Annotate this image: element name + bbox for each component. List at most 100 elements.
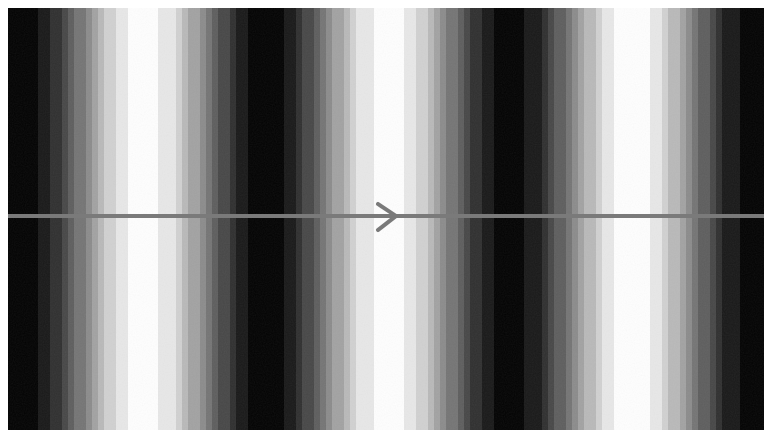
grating-band [464, 8, 471, 430]
grating-band [434, 8, 441, 430]
grating-band [518, 8, 525, 430]
grating-band [362, 8, 369, 430]
grating-band [344, 8, 351, 430]
grating-band [452, 8, 459, 430]
grating-band [164, 8, 171, 430]
grating-band [596, 8, 603, 430]
grating-band [650, 8, 657, 430]
grating-band [632, 8, 639, 430]
grating-band [440, 8, 447, 430]
grating-band [626, 8, 633, 430]
grating-band [410, 8, 417, 430]
grating-band [470, 8, 477, 430]
grating-band [428, 8, 435, 430]
grating-band [638, 8, 645, 430]
grating-band [104, 8, 111, 430]
chevron-right-icon [376, 202, 398, 232]
grating-band [302, 8, 309, 430]
grating-band [176, 8, 183, 430]
grating-band [542, 8, 549, 430]
grating-band [506, 8, 513, 430]
grating-band [512, 8, 519, 430]
grating-band [476, 8, 483, 430]
grating-band [152, 8, 159, 430]
grating-band [530, 8, 537, 430]
grating-band [236, 8, 243, 430]
grating-band [206, 8, 213, 430]
grating-band [314, 8, 321, 430]
grating-band [14, 8, 21, 430]
grating-band [182, 8, 189, 430]
grating-band [278, 8, 285, 430]
grating-band [116, 8, 123, 430]
grating-band [704, 8, 711, 430]
grating-band [230, 8, 237, 430]
grating-band [350, 8, 357, 430]
grating-band [134, 8, 141, 430]
grating-band [92, 8, 99, 430]
grating-band [26, 8, 33, 430]
grating-band [224, 8, 231, 430]
grating-band [380, 8, 387, 430]
grating-band [140, 8, 147, 430]
grating-band [338, 8, 345, 430]
grating-band [218, 8, 225, 430]
grating-band [614, 8, 621, 430]
grating-band [686, 8, 693, 430]
grating-band [494, 8, 501, 430]
grating-band [662, 8, 669, 430]
grating-band [242, 8, 249, 430]
grating-band [590, 8, 597, 430]
grating-band [200, 8, 207, 430]
grating-band [746, 8, 753, 430]
grating-band [608, 8, 615, 430]
grating-band [566, 8, 573, 430]
grating-band [80, 8, 87, 430]
grating-band [50, 8, 57, 430]
grating-band [722, 8, 729, 430]
grating-band [38, 8, 45, 430]
grating-band [254, 8, 261, 430]
grating-band [68, 8, 75, 430]
grating-band [32, 8, 39, 430]
grating-band [728, 8, 735, 430]
grating-band [668, 8, 675, 430]
grating-band [308, 8, 315, 430]
grating-band [398, 8, 405, 430]
grating-band [692, 8, 699, 430]
grating-band [374, 8, 381, 430]
grating-band [122, 8, 129, 430]
grating-band [170, 8, 177, 430]
grating-band [248, 8, 255, 430]
grating-band [272, 8, 279, 430]
grating-band [296, 8, 303, 430]
grating-band [98, 8, 105, 430]
grating-band [416, 8, 423, 430]
grating-band [560, 8, 567, 430]
grating-band [74, 8, 81, 430]
grating-band [698, 8, 705, 430]
grating-band [500, 8, 507, 430]
grating-band [458, 8, 465, 430]
grating-band [8, 8, 15, 430]
grating-band [368, 8, 375, 430]
grating-band [536, 8, 543, 430]
grating-band [404, 8, 411, 430]
grating-band [524, 8, 531, 430]
grating-band [266, 8, 273, 430]
grating-band [422, 8, 429, 430]
grating-band [578, 8, 585, 430]
grating-band [320, 8, 327, 430]
grating-band [332, 8, 339, 430]
grating-band [674, 8, 681, 430]
grating-band [572, 8, 579, 430]
grating-band [86, 8, 93, 430]
grating-band [734, 8, 741, 430]
grating-band [446, 8, 453, 430]
grating-band [110, 8, 117, 430]
grating-band [158, 8, 165, 430]
grating-band [740, 8, 747, 430]
grating-band [752, 8, 759, 430]
grating-band [356, 8, 363, 430]
